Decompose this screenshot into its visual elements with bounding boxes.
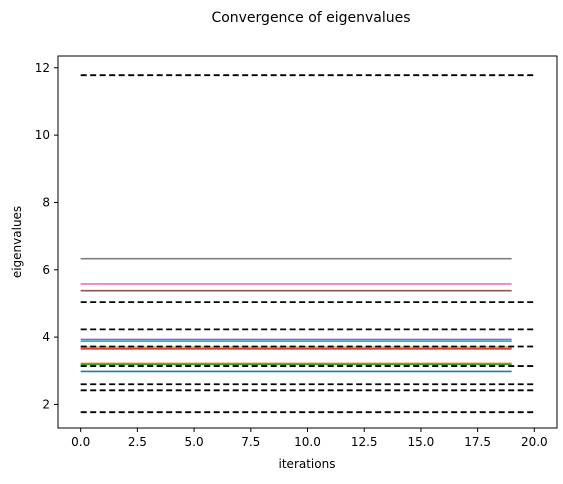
x-tick-label: 17.5 <box>464 435 491 449</box>
y-tick-label: 8 <box>42 195 50 209</box>
x-tick-label: 20.0 <box>521 435 548 449</box>
x-tick-label: 10.0 <box>294 435 321 449</box>
y-tick-label: 2 <box>42 397 50 411</box>
y-tick-label: 10 <box>35 128 50 142</box>
x-tick-label: 12.5 <box>351 435 378 449</box>
x-axis-label: iterations <box>279 457 336 471</box>
x-tick-label: 5.0 <box>185 435 204 449</box>
x-tick-label: 0.0 <box>71 435 90 449</box>
chart-title: Convergence of eigenvalues <box>211 10 410 26</box>
y-axis-label: eigenvalues <box>10 206 24 278</box>
y-tick-label: 4 <box>42 330 50 344</box>
plot-lines <box>80 74 535 414</box>
y-axis-ticks: 2 4 6 8 10 12 <box>35 61 58 411</box>
x-tick-label: 7.5 <box>241 435 260 449</box>
x-tick-label: 15.0 <box>408 435 435 449</box>
x-axis-ticks: 0.0 2.5 5.0 7.5 10.0 12.5 15.0 17.5 20.0 <box>71 428 548 449</box>
x-tick-label: 2.5 <box>128 435 147 449</box>
y-tick-label: 12 <box>35 61 50 75</box>
y-tick-label: 6 <box>42 263 50 277</box>
